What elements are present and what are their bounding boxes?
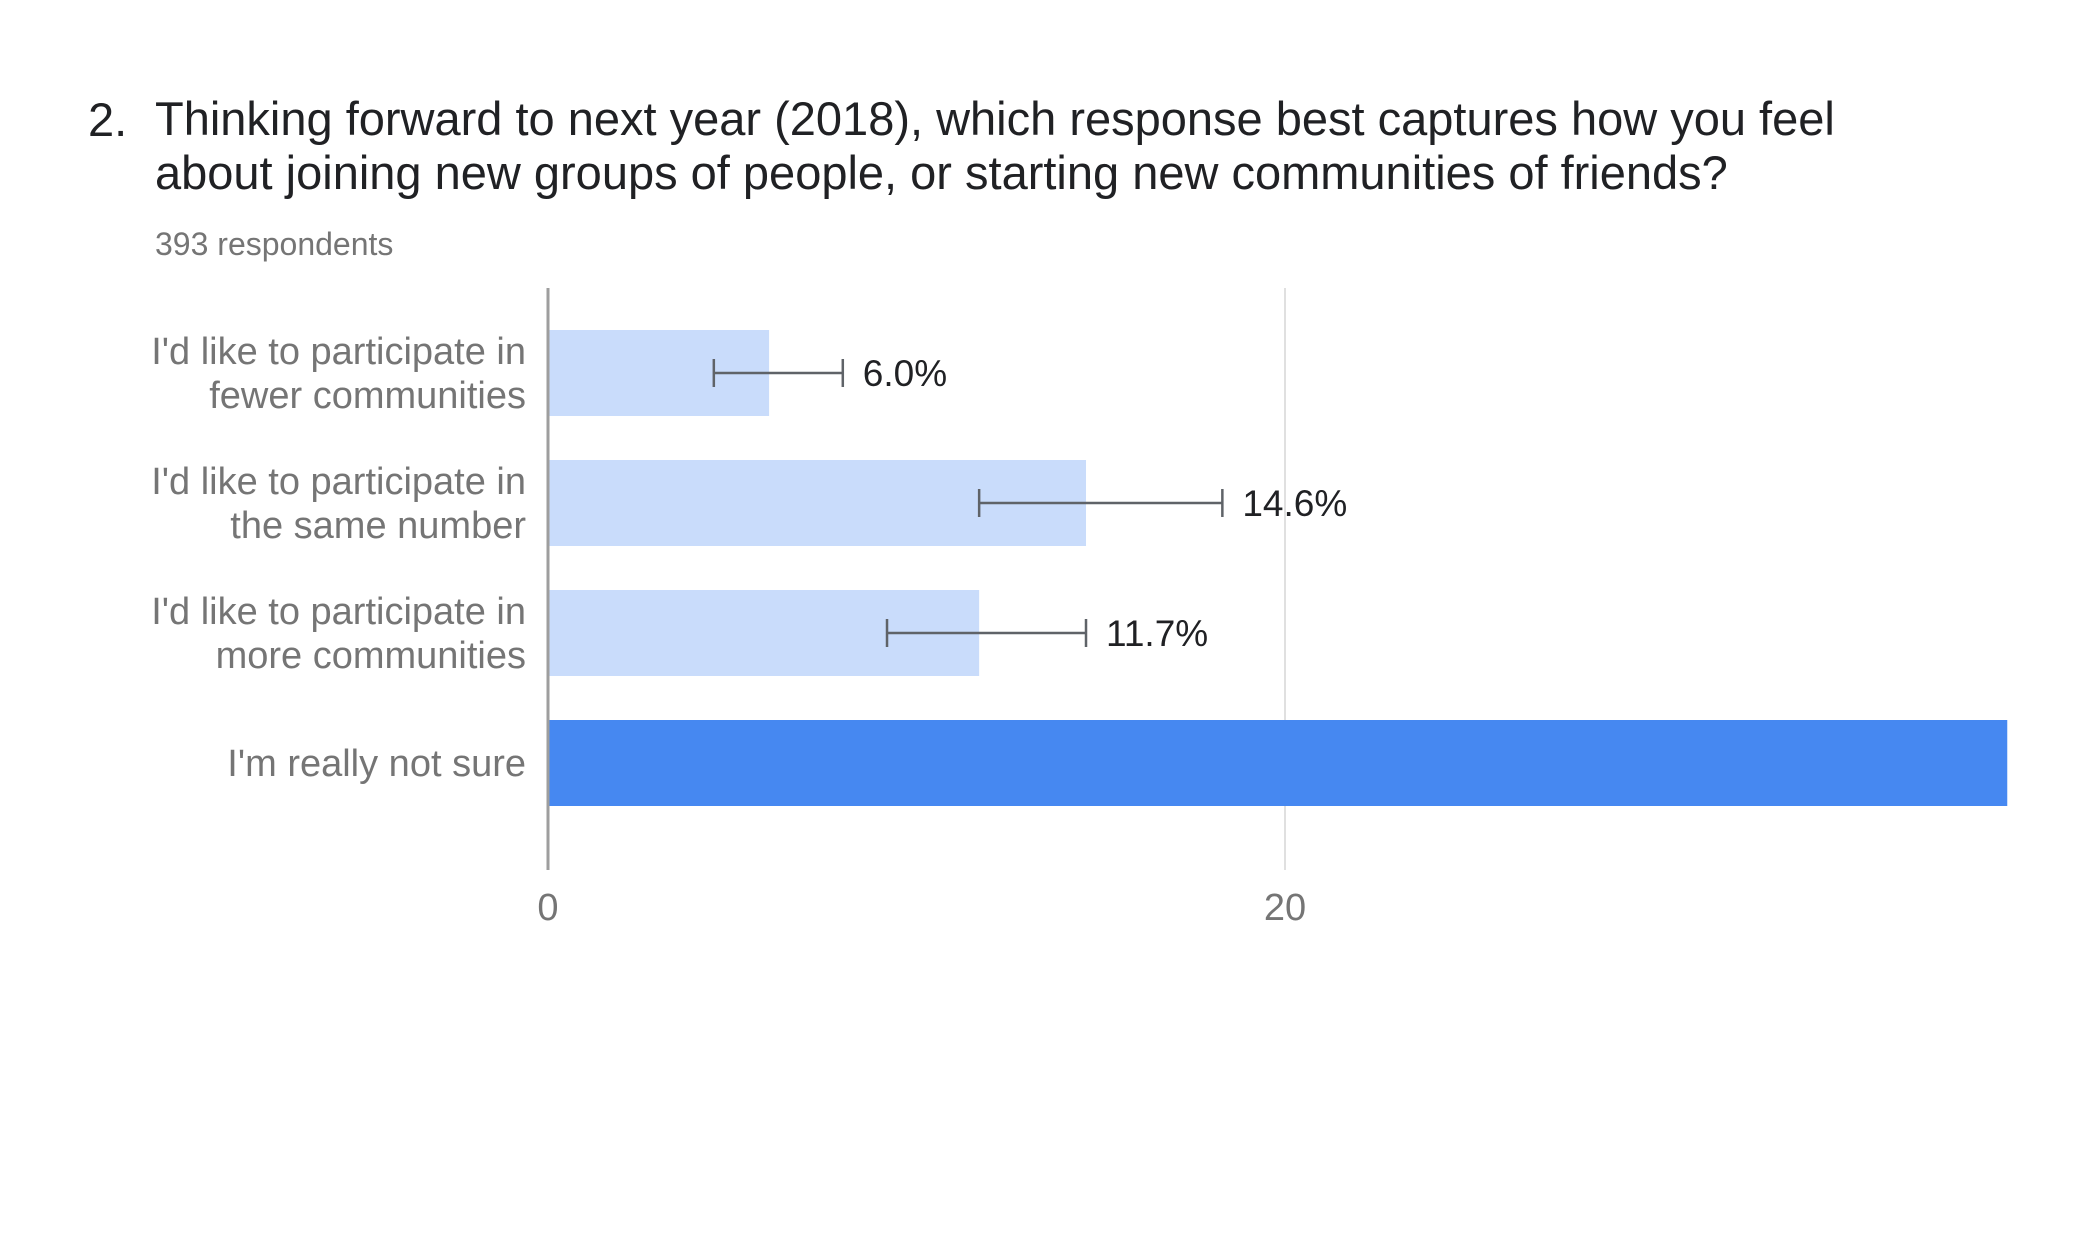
category-label: I'd like to participate in (151, 591, 526, 633)
category-label: I'd like to participate in (151, 461, 526, 503)
question-number: 2. (88, 93, 128, 146)
category-label: the same number (230, 505, 526, 547)
category-label: I'm really not sure (227, 743, 526, 785)
data-label: 14.6% (1242, 483, 1347, 524)
category-label: fewer communities (209, 375, 526, 417)
respondent-count: 393 respondents (155, 226, 394, 262)
category-label: I'd like to participate in (151, 331, 526, 373)
category-label: more communities (216, 635, 526, 677)
x-tick-label: 0 (537, 887, 558, 929)
bar (548, 720, 2008, 806)
data-label: 6.0% (863, 353, 947, 394)
question-title: Thinking forward to next year (2018), wh… (155, 92, 1835, 199)
x-tick-label: 20 (1264, 887, 1306, 929)
data-label: 11.7% (1106, 613, 1208, 654)
